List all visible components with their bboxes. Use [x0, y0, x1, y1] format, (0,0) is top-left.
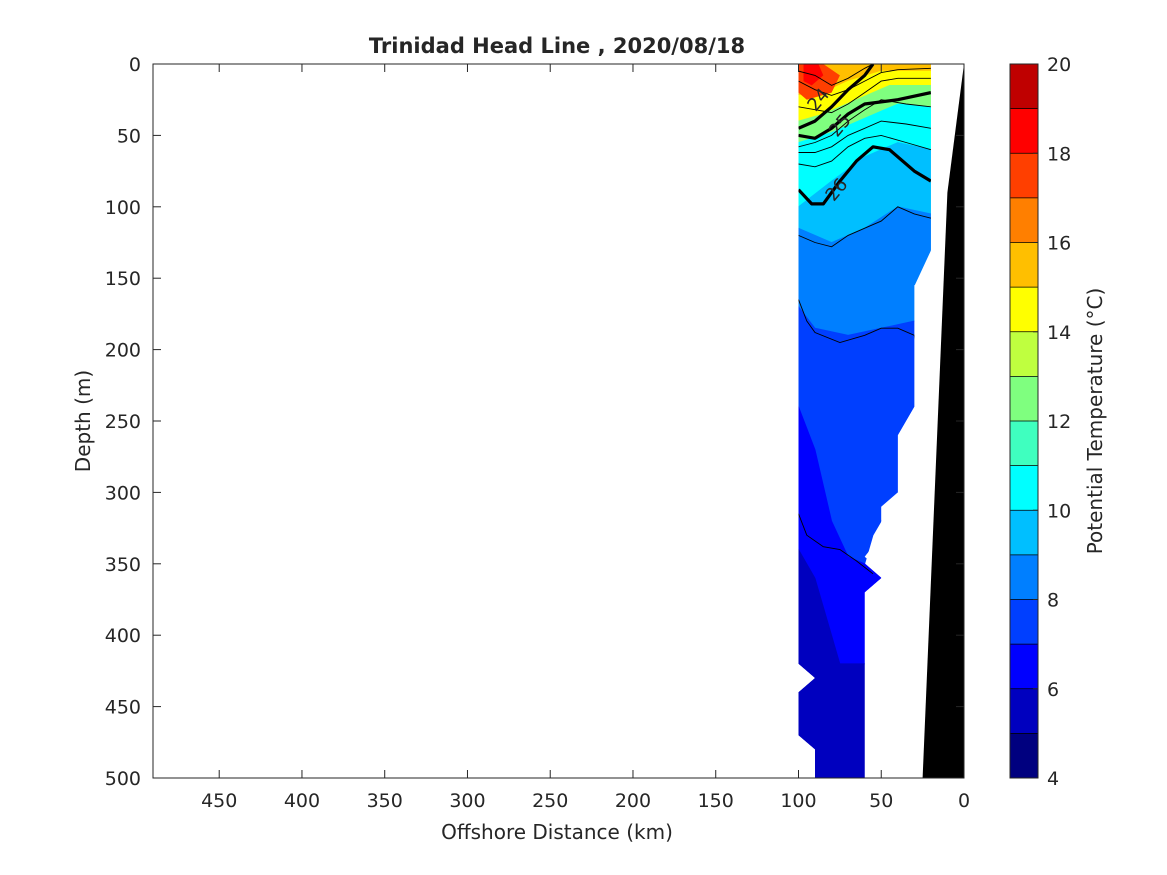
x-tick-label: 450 — [201, 790, 237, 812]
thick-contour-1 — [798, 91, 931, 140]
colorbar-segment — [1010, 64, 1038, 109]
colorbar-segment — [1010, 688, 1038, 734]
x-tick-label: 250 — [532, 790, 568, 812]
y-tick-label: 100 — [105, 197, 141, 219]
y-tick-label: 350 — [105, 554, 141, 576]
colorbar-tick-label: 8 — [1047, 590, 1059, 612]
x-tick-label: 100 — [780, 790, 816, 812]
thin-contour-5 — [798, 134, 931, 168]
contour-lines — [798, 64, 931, 575]
colorbar-segment — [1010, 599, 1038, 645]
temperature-band-8 — [798, 548, 866, 778]
y-tick-label: 200 — [105, 340, 141, 362]
x-axis-ticks: 450 400 350 300 250 200 150 100 50 0 — [201, 64, 970, 812]
colorbar-tick-label: 12 — [1047, 411, 1071, 433]
y-tick-label: 50 — [117, 125, 141, 147]
colorbar-segment — [1010, 287, 1038, 332]
x-tick-label: 350 — [367, 790, 403, 812]
colorbar-segment — [1010, 153, 1038, 198]
x-tick-label: 200 — [615, 790, 651, 812]
thin-contour-4 — [798, 120, 931, 153]
colorbar-segment — [1010, 465, 1038, 511]
y-tick-label: 500 — [105, 768, 141, 790]
y-tick-label: 450 — [105, 697, 141, 719]
y-tick-label: 400 — [105, 625, 141, 647]
y-axis-label: Depth (m) — [71, 370, 95, 472]
colorbar-tick-label: 20 — [1047, 54, 1071, 76]
y-tick-label: 250 — [105, 411, 141, 433]
thin-contour-7 — [798, 299, 919, 357]
thick-contour-2 — [798, 145, 931, 206]
thin-contour-3 — [798, 99, 931, 148]
thin-contour-8 — [798, 513, 874, 575]
chart-title: Trinidad Head Line , 2020/08/18 — [369, 34, 745, 58]
colorbar-segment — [1010, 108, 1038, 154]
y-tick-label: 0 — [129, 54, 141, 76]
colorbar-tick-label: 6 — [1047, 679, 1059, 701]
x-tick-label: 50 — [869, 790, 893, 812]
x-tick-label: 400 — [284, 790, 320, 812]
thin-contour-0 — [798, 64, 874, 86]
colorbar-tick-label: 14 — [1047, 322, 1071, 344]
thick-contour-0 — [798, 64, 875, 130]
x-axis-label: Offshore Distance (km) — [441, 820, 673, 844]
colorbar-label: Potential Temperature (°C) — [1083, 288, 1107, 555]
thin-contour-1 — [798, 67, 931, 96]
colorbar-tick-label: 18 — [1047, 143, 1071, 165]
colorbar-segment — [1010, 733, 1038, 778]
colorbar-segment — [1010, 554, 1038, 600]
colorbar-tick-label: 4 — [1047, 768, 1059, 790]
colorbar-segment — [1010, 421, 1038, 466]
colorbar-tick-label: 10 — [1047, 500, 1071, 522]
x-tick-label: 300 — [449, 790, 485, 812]
colorbar-segment — [1010, 376, 1038, 421]
colorbar-segment — [1010, 242, 1038, 288]
x-tick-label: 150 — [698, 790, 734, 812]
section-fills — [798, 64, 964, 778]
thin-contour-2 — [798, 77, 931, 114]
colorbar-tick-label: 16 — [1047, 233, 1071, 255]
y-tick-label: 150 — [105, 268, 141, 290]
y-tick-label: 300 — [105, 482, 141, 504]
y-axis-ticks: 0 50 100 150 200 250 300 350 400 450 500 — [105, 54, 964, 790]
colorbar-segment — [1010, 331, 1038, 377]
colorbar-segment — [1010, 510, 1038, 555]
x-tick-label: 0 — [958, 790, 970, 812]
bathymetry — [922, 64, 964, 778]
colorbar-segment — [1010, 644, 1038, 689]
colorbar-segment — [1010, 197, 1038, 243]
colorbar: 4 6 8 10 12 14 16 18 20 — [1009, 54, 1071, 790]
thin-contour-6 — [798, 206, 931, 248]
